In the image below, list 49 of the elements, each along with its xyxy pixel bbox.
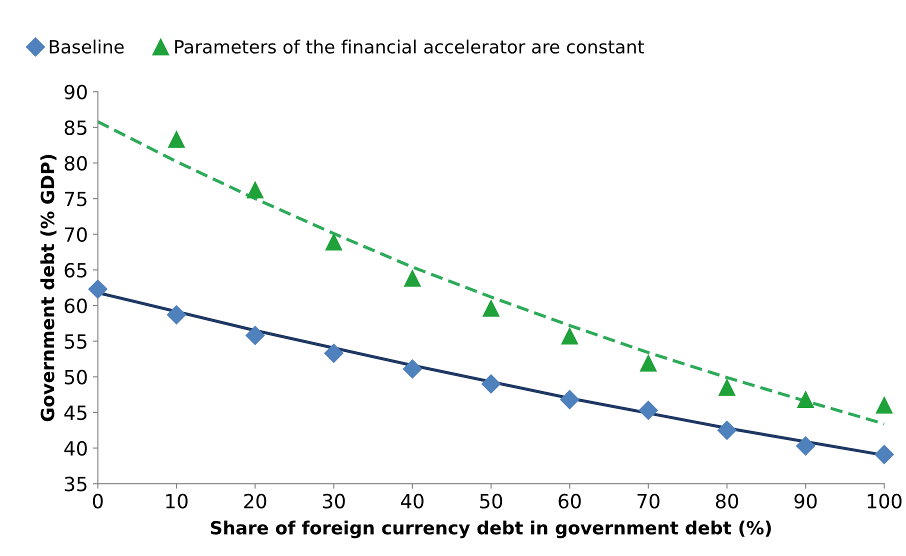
point (561, 328, 578, 345)
y-tick-label: 75 (64, 192, 86, 206)
y-tick-label: 50 (64, 370, 87, 384)
point (324, 344, 344, 363)
legend-label: Parameters of the financial accelerator are constant (175, 40, 644, 54)
point (797, 391, 814, 408)
point (482, 374, 501, 394)
y-tick-label: 65 (64, 262, 86, 278)
x-tick-label: 50 (480, 494, 502, 508)
x-tick-label: 0 (92, 494, 103, 508)
x-tick-label: 40 (400, 494, 424, 508)
x-tick-label: 30 (322, 494, 345, 508)
point (876, 396, 893, 414)
point (166, 305, 186, 324)
y-tick-label: 85 (64, 120, 86, 136)
x-tick-label: 20 (244, 494, 266, 508)
x-tick-label: 90 (794, 494, 817, 508)
point (718, 379, 736, 396)
point (246, 182, 264, 198)
point (168, 131, 185, 148)
x-tick-label: 100 (868, 494, 902, 508)
y-tick-label: 80 (64, 156, 87, 171)
line-series (98, 120, 884, 426)
y-tick-label: 55 (64, 334, 86, 349)
y-tick-label: 35 (64, 476, 86, 492)
point (402, 359, 422, 379)
point (482, 300, 500, 317)
point (560, 390, 580, 410)
point (404, 270, 421, 287)
x-tick-label: 10 (166, 494, 188, 508)
point (246, 326, 265, 346)
point (88, 280, 108, 299)
y-tick-label: 90 (64, 84, 87, 100)
x-tick-label: 70 (638, 494, 660, 508)
y-tick-label: 45 (64, 406, 86, 420)
point (796, 436, 816, 456)
point (717, 420, 737, 440)
x-axis-title: Share of foreign currency debt in government debt (%) (210, 520, 771, 538)
y-tick-label: 40 (64, 441, 87, 456)
point (874, 444, 894, 464)
y-axis-title: Government debt (% GDP) (40, 154, 56, 422)
legend-label: Baseline (50, 40, 124, 54)
x-tick-label: 80 (716, 494, 738, 508)
y-tick-label: 60 (64, 298, 87, 314)
point (638, 400, 658, 420)
point (325, 234, 342, 250)
y-tick-label: 70 (64, 227, 87, 242)
point (640, 354, 657, 372)
x-tick-label: 60 (558, 494, 581, 508)
